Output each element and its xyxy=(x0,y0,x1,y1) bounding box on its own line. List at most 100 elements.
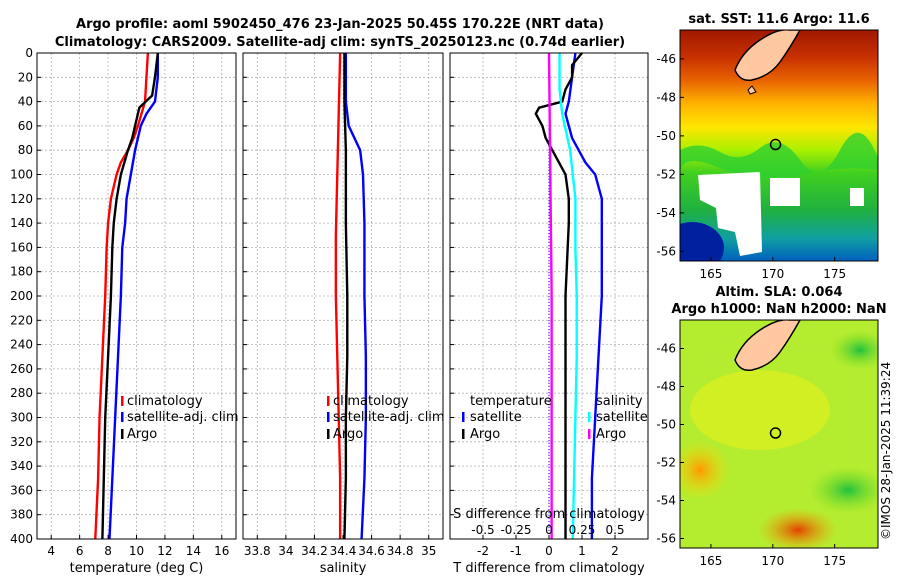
y-tick-label: 20 xyxy=(18,70,33,84)
x-tick-label: 8 xyxy=(104,544,112,558)
y-tick-label: 260 xyxy=(10,362,33,376)
x-axis-label: salinity xyxy=(320,561,367,576)
sla-map-title-line1: Altim. SLA: 0.064 xyxy=(716,285,843,300)
map-y-tick-label: -52 xyxy=(656,167,676,181)
sla-argo-location-marker xyxy=(769,427,782,439)
series-line-climatology xyxy=(94,52,150,540)
sst-map-axes: 165 170 175 -46 -48 -50 -52 -54 -56 xyxy=(656,52,846,281)
y-tick-label: 60 xyxy=(18,119,33,133)
sst-cloud-gap xyxy=(770,178,800,206)
map-x-tick-label: 170 xyxy=(761,554,784,568)
map-y-tick-label: -48 xyxy=(656,90,676,104)
series-line-t-satellite xyxy=(564,52,603,539)
sst-map-panel: sat. SST: 11.6 Argo: 11.6 165 170 175 -46 -4… xyxy=(656,12,879,281)
y-tick-label: 400 xyxy=(10,532,33,546)
series-line-argo xyxy=(101,52,160,540)
series-line-s-argo xyxy=(547,52,553,539)
salinity-difference-tick-label: 0 xyxy=(545,523,553,537)
x-tick-label: 6 xyxy=(76,544,84,558)
x-tick-label: 14 xyxy=(186,544,201,558)
sla-map-panel: Altim. SLA: 0.064 Argo h1000: NaN h2000:… xyxy=(656,285,886,569)
sla-high-patch xyxy=(680,440,730,500)
map-x-tick-label: 175 xyxy=(823,267,846,281)
x-tick-label: 0 xyxy=(545,544,553,558)
sst-land-new-zealand xyxy=(734,30,801,82)
difference-profile-panel: -2 -1 0 1 2 T difference from climatology temp… xyxy=(449,52,649,576)
sst-map-title: sat. SST: 11.6 Argo: 11.6 xyxy=(688,12,869,27)
x-tick-label: -2 xyxy=(477,544,489,558)
map-y-tick-label: -46 xyxy=(656,342,676,356)
x-tick-label: 35 xyxy=(421,544,436,558)
sst-band xyxy=(680,132,878,179)
y-tick-label: 200 xyxy=(10,289,33,303)
sla-map-frame xyxy=(679,319,879,549)
sla-low-patch xyxy=(808,466,878,514)
salinity-difference-tick-label: 0.5 xyxy=(605,523,624,537)
salinity-difference-tick-label: -0.5 xyxy=(471,523,494,537)
legend-swatch xyxy=(588,412,591,422)
legend-label: satellite-adj. clim xyxy=(127,410,239,425)
map-y-tick-label: -46 xyxy=(656,52,676,66)
y-tick-label: 120 xyxy=(10,192,33,206)
map-y-tick-label: -56 xyxy=(656,244,676,258)
y-tick-label: 360 xyxy=(10,483,33,497)
legend-swatch xyxy=(588,429,591,439)
legend-title-salinity: salinity xyxy=(596,394,643,409)
salinity-profile-panel: 33.8 34 34.2 34.4 34.6 34.8 35 salinity climatol… xyxy=(242,52,445,576)
map-y-tick-label: -54 xyxy=(656,206,676,220)
sst-map-frame xyxy=(679,29,879,262)
sla-map-axes: 165 170 175 -46 -48 -50 -52 -54 -56 xyxy=(656,342,846,569)
salinity-difference-tick-label: -0.25 xyxy=(500,523,531,537)
sla-map-title-line2: Argo h1000: NaN h2000: NaN xyxy=(671,302,886,317)
y-tick-label: 220 xyxy=(10,313,33,327)
sla-land-new-zealand xyxy=(734,320,801,372)
map-y-tick-label: -56 xyxy=(656,532,676,546)
y-tick-label: 300 xyxy=(10,411,33,425)
legend-swatch xyxy=(121,412,124,422)
y-tick-label: 100 xyxy=(10,168,33,182)
credit-stamp: ©IMOS 28-Jan-2025 11:39:24 xyxy=(879,362,893,540)
y-tick-label: 320 xyxy=(10,435,33,449)
legend-swatch xyxy=(327,412,330,422)
x-tick-label: -1 xyxy=(510,544,522,558)
legend-label: Argo xyxy=(470,427,500,442)
legend-title-temperature: temperature xyxy=(470,394,552,409)
map-y-tick-label: -52 xyxy=(656,456,676,470)
x-tick-label: 2 xyxy=(611,544,619,558)
y-tick-label: 340 xyxy=(10,459,33,473)
map-y-tick-label: -48 xyxy=(656,380,676,394)
legend-swatch xyxy=(121,429,124,439)
legend-label: climatology xyxy=(127,394,203,409)
x-tick-label: 34 xyxy=(278,544,293,558)
x-tick-label: 12 xyxy=(157,544,172,558)
y-tick-label: 180 xyxy=(10,265,33,279)
y-tick-label: 160 xyxy=(10,240,33,254)
salinity-difference-axis-label: S difference from climatology xyxy=(453,507,645,522)
map-y-tick-label: -50 xyxy=(656,129,676,143)
legend-label: satellite-adj. clim xyxy=(333,410,445,425)
map-x-tick-label: 175 xyxy=(823,554,846,568)
legend-label: Argo xyxy=(333,427,363,442)
sst-cloud-gap xyxy=(698,172,762,256)
sst-cloud-gap xyxy=(850,188,864,206)
x-tick-label: 16 xyxy=(214,544,229,558)
x-tick-label: 4 xyxy=(47,544,55,558)
y-tick-label: 140 xyxy=(10,216,33,230)
sst-argo-location-marker xyxy=(769,138,782,151)
x-tick-label: 1 xyxy=(578,544,586,558)
x-tick-label: 34.2 xyxy=(301,544,328,558)
sst-cold-patch xyxy=(680,222,724,261)
map-y-tick-label: -50 xyxy=(656,418,676,432)
x-axis-label: temperature (deg C) xyxy=(70,561,204,576)
y-tick-label: 40 xyxy=(18,95,33,109)
map-x-tick-label: 165 xyxy=(699,554,722,568)
figure-title-line2: Climatology: CARS2009. Satellite-adj cli… xyxy=(55,35,625,50)
series-line-satellite-adj-clim xyxy=(344,53,368,540)
series-line-satellite-adj-clim xyxy=(108,53,160,540)
sla-low-patch xyxy=(830,330,878,370)
legend-label: Argo xyxy=(596,427,626,442)
legend-swatch xyxy=(327,429,330,439)
y-tick-label: 240 xyxy=(10,338,33,352)
series-line-s-satellite xyxy=(558,53,578,540)
